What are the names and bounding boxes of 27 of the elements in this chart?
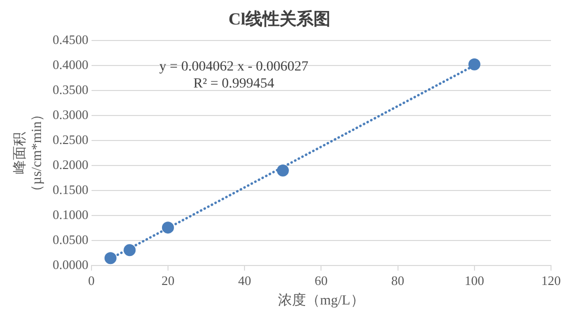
y-tick-label: 0.4000 [52, 56, 88, 72]
y-tick-label: 0.1500 [52, 182, 88, 197]
x-tick-label: 0 [88, 272, 95, 288]
chart-title: Cl线性关系图 [228, 10, 330, 29]
y-axis-title: 峰面积（µs/cm*min） [12, 107, 45, 199]
x-tick-label: 20 [161, 272, 174, 288]
point [124, 244, 136, 256]
y-tick-label: 0.3500 [52, 82, 88, 97]
x-tick-label: 120 [541, 272, 561, 288]
y-tick-label: 0.1000 [52, 206, 88, 222]
x-tick-label: 40 [238, 272, 252, 288]
y-tick-label: 0.3000 [52, 106, 88, 122]
y-tick-label: 0.0500 [52, 232, 88, 247]
y-tick-label: 0.2500 [52, 132, 88, 147]
annotation: y = 0.004062 x - 0.006027 [159, 59, 308, 74]
annotation: R² = 0.999454 [193, 76, 274, 92]
point [104, 252, 116, 264]
x-tick-label: 60 [314, 272, 328, 288]
x-tick-label: 100 [464, 272, 484, 288]
y-tick-label: 0.0000 [52, 257, 88, 272]
x-tick-label: 80 [391, 272, 404, 288]
x-axis-title: 浓度（mg/L） [278, 292, 364, 308]
point [276, 164, 289, 177]
y-tick-label: 0.2000 [52, 156, 88, 172]
y-tick-label: 0.4500 [52, 32, 88, 47]
point [468, 58, 480, 70]
point [162, 222, 174, 234]
